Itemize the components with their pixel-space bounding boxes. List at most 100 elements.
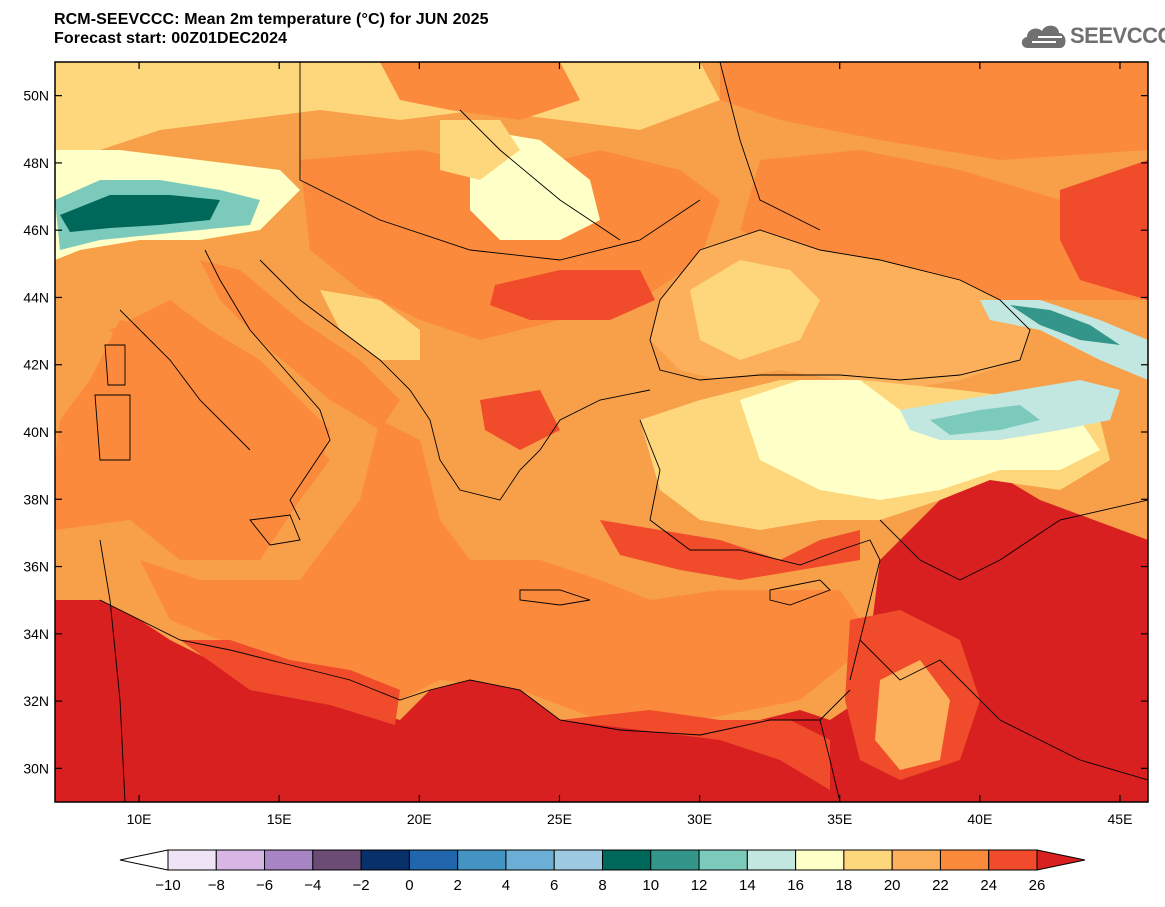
colorbar-label: 22 xyxy=(932,877,949,894)
central-med xyxy=(140,420,860,720)
lat-tick-label: 48N xyxy=(23,155,49,171)
colorbar-label: 14 xyxy=(739,877,756,894)
colorbar-box xyxy=(746,849,797,871)
colorbar-label: 8 xyxy=(598,877,606,894)
colorbar-label: 16 xyxy=(787,877,804,894)
colorbar-label: 24 xyxy=(980,877,997,894)
lat-tick-label: 50N xyxy=(23,88,49,104)
colorbar-min-arrow xyxy=(119,849,169,871)
border-1 xyxy=(299,62,701,261)
colorbar-label: 10 xyxy=(642,877,659,894)
colorbar-box xyxy=(698,849,748,871)
lon-ticks: 10E 15E 20E 25E 30E 35E 40E 45E xyxy=(127,62,1133,827)
colorbar-label: −6 xyxy=(256,877,273,894)
colorbar-label: 4 xyxy=(502,877,510,894)
colorbar-box xyxy=(988,849,1038,871)
cyprus xyxy=(769,579,831,606)
border-4 xyxy=(879,499,1148,581)
colorbar-box xyxy=(602,849,652,871)
italy-warm xyxy=(110,300,330,480)
colorbar-label: 12 xyxy=(691,877,708,894)
caucasus-cold xyxy=(980,300,1148,380)
coastlines xyxy=(94,62,1148,802)
colorbar-box xyxy=(215,849,266,871)
mediterranean-sea xyxy=(55,320,330,560)
border-5 xyxy=(859,639,1148,781)
colorbar-label: −4 xyxy=(304,877,321,894)
lon-tick-label: 45E xyxy=(1108,811,1133,827)
italy-coast xyxy=(119,249,331,521)
libya-coast-warm xyxy=(180,640,400,725)
carpathians-mild xyxy=(440,120,520,180)
colorbar-box xyxy=(457,849,507,871)
lat-tick-label: 40N xyxy=(23,424,49,440)
dinaric-cool xyxy=(320,290,420,360)
border-2 xyxy=(459,109,621,241)
lat-tick-label: 46N xyxy=(23,222,49,238)
colorbar-label: 26 xyxy=(1029,877,1046,894)
egypt-warm xyxy=(560,710,830,790)
lat-tick-label: 38N xyxy=(23,491,49,507)
cloud-icon xyxy=(1021,25,1066,48)
colorbar-box xyxy=(650,849,700,871)
anatolia-cool xyxy=(740,380,1100,500)
title-line-2: Forecast start: 00Z01DEC2024 xyxy=(54,30,288,47)
border-3 xyxy=(719,62,821,231)
colorbar-box xyxy=(505,849,555,871)
lat-tick-label: 44N xyxy=(23,289,49,305)
greece-north-warm xyxy=(480,390,560,450)
chart-title: RCM-SEEVCCC: Mean 2m temperature (°C) fo… xyxy=(54,10,489,48)
belarus-warm xyxy=(720,62,1148,160)
alps-coldest xyxy=(60,195,220,232)
lat-tick-label: 36N xyxy=(23,559,49,575)
border-7 xyxy=(819,719,841,802)
lon-tick-label: 35E xyxy=(827,811,852,827)
crete xyxy=(519,589,591,606)
africa-coast xyxy=(99,599,851,736)
caucasus-coldest xyxy=(1010,305,1120,345)
lon-tick-label: 20E xyxy=(407,811,432,827)
sicily xyxy=(249,514,301,546)
lon-tick-label: 40E xyxy=(967,811,992,827)
lon-tick-label: 25E xyxy=(547,811,572,827)
colorbar: −10 −8 −6 −4 −2 0 2 4 6 8 10 12 14 16 18 20 22 24 26 xyxy=(119,849,1086,894)
poland-warm xyxy=(380,62,580,120)
romania-hot xyxy=(490,270,655,320)
lat-tick-label: 30N xyxy=(23,760,49,776)
anatolia-coldest xyxy=(930,405,1040,435)
lat-tick-label: 34N xyxy=(23,626,49,642)
colorbar-box xyxy=(264,849,314,871)
russia-hot xyxy=(1060,160,1148,300)
map-field xyxy=(55,62,1148,802)
colorbar-box xyxy=(360,849,410,871)
lat-tick-label: 32N xyxy=(23,693,49,709)
colorbar-box xyxy=(553,849,604,871)
title-line-1: RCM-SEEVCCC: Mean 2m temperature (°C) fo… xyxy=(54,11,489,28)
lat-tick-label: 42N xyxy=(23,357,49,373)
lon-tick-label: 15E xyxy=(267,811,292,827)
colorbar-box xyxy=(795,849,845,871)
adriatic-sea xyxy=(200,260,400,430)
colorbar-label: 2 xyxy=(453,877,461,894)
colorbar-label: 20 xyxy=(884,877,901,894)
corsica xyxy=(104,344,126,386)
jordan-mild xyxy=(875,660,950,770)
colorbar-box xyxy=(312,849,362,871)
colorbar-box xyxy=(408,849,459,871)
colorbar-label: 18 xyxy=(836,877,853,894)
black-sea-cool xyxy=(690,260,820,360)
colorbar-label: −8 xyxy=(208,877,225,894)
colorbar-label: −2 xyxy=(353,877,370,894)
balkan-coast xyxy=(259,259,651,501)
turkey-coast xyxy=(639,419,881,681)
colorbar-box xyxy=(891,849,941,871)
lon-tick-label: 30E xyxy=(687,811,712,827)
colorbar-box xyxy=(167,849,217,871)
lat-ticks: 30N 32N 34N 36N 38N 40N 42N 44N 46N 48N 50N xyxy=(23,88,1148,776)
border-6 xyxy=(99,539,126,802)
colorbar-label: −10 xyxy=(155,877,180,894)
colorbar-label: 0 xyxy=(405,877,413,894)
black-sea-coast xyxy=(649,229,1031,381)
colorbar-box xyxy=(843,849,893,871)
